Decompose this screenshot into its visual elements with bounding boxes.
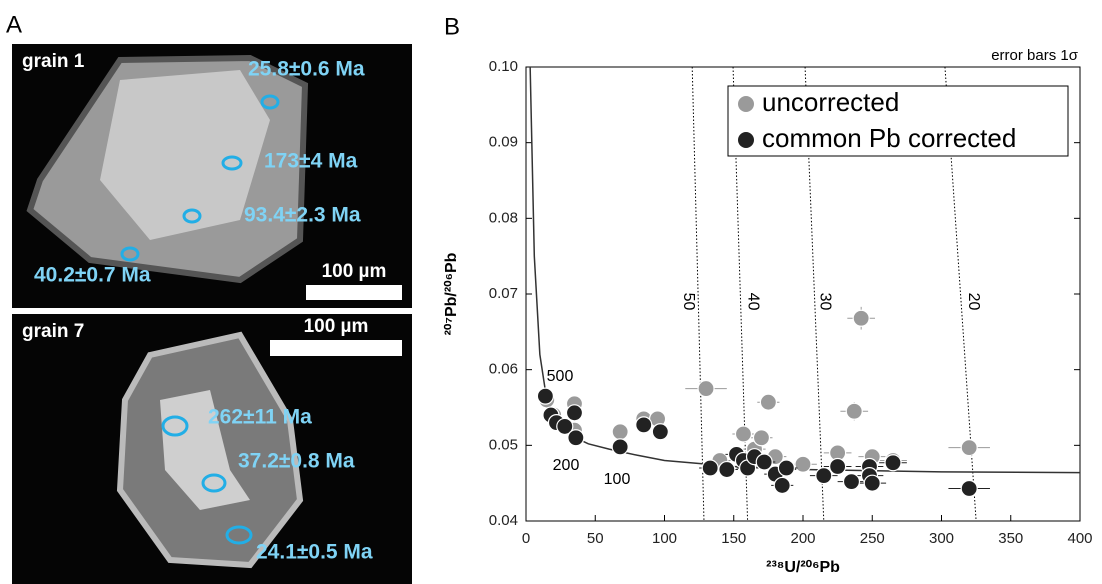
point bbox=[863, 474, 881, 492]
curve-label: 200 bbox=[553, 457, 580, 474]
age-label: 24.1±0.5 Ma bbox=[256, 541, 373, 564]
scale-label: 100 µm bbox=[322, 261, 387, 282]
legend-marker bbox=[738, 132, 754, 148]
point bbox=[794, 455, 812, 473]
y-axis-title: ²⁰⁷Pb/²⁰⁶Pb bbox=[443, 252, 460, 335]
point bbox=[852, 309, 870, 327]
reference-label: 20 bbox=[965, 293, 982, 311]
curve-label: 100 bbox=[604, 471, 631, 488]
point bbox=[734, 425, 753, 443]
age-label: 40.2±0.7 Ma bbox=[34, 264, 151, 287]
y-tick-label: 0.09 bbox=[489, 134, 518, 151]
spots bbox=[120, 94, 280, 262]
y-tick-label: 0.05 bbox=[489, 436, 518, 453]
y-tick-label: 0.04 bbox=[489, 512, 518, 529]
point bbox=[815, 467, 833, 485]
point bbox=[651, 423, 669, 441]
point bbox=[842, 473, 861, 491]
point bbox=[777, 459, 795, 477]
age-label: 173±4 Ma bbox=[264, 150, 358, 173]
legend-label: common Pb corrected bbox=[762, 123, 1016, 153]
scale-label: 100 µm bbox=[304, 316, 369, 337]
point bbox=[845, 402, 863, 420]
legend-marker bbox=[738, 96, 754, 112]
scale-bar bbox=[270, 340, 402, 356]
point bbox=[565, 404, 584, 422]
spots bbox=[161, 415, 253, 545]
point bbox=[718, 460, 736, 479]
x-tick-label: 0 bbox=[522, 530, 530, 547]
x-tick-label: 300 bbox=[929, 530, 954, 547]
x-tick-label: 200 bbox=[790, 530, 815, 547]
point bbox=[759, 393, 777, 411]
reference-label: 40 bbox=[744, 293, 761, 311]
x-axis-title: ²³⁸U/²⁰⁶Pb bbox=[766, 559, 840, 576]
note: error bars 1σ bbox=[991, 47, 1079, 64]
x-tick-label: 350 bbox=[998, 530, 1023, 547]
age-label: 93.4±2.3 Ma bbox=[244, 204, 361, 227]
legend-label: uncorrected bbox=[762, 87, 899, 117]
age-label: 25.8±0.6 Ma bbox=[248, 58, 365, 81]
point bbox=[755, 453, 773, 471]
point bbox=[635, 416, 653, 434]
panel-label: A bbox=[6, 11, 22, 38]
point bbox=[701, 459, 719, 477]
y-tick-label: 0.10 bbox=[489, 58, 518, 75]
point bbox=[884, 454, 902, 472]
legend-box bbox=[727, 85, 1069, 157]
point bbox=[536, 387, 554, 405]
reference-line bbox=[732, 66, 749, 522]
point bbox=[611, 438, 629, 456]
x-tick-label: 150 bbox=[721, 530, 746, 547]
point bbox=[567, 429, 585, 447]
y-tick-label: 0.06 bbox=[489, 361, 518, 378]
x-tick-label: 400 bbox=[1067, 530, 1092, 547]
scale-bar bbox=[306, 285, 402, 300]
grain-title: grain 7 bbox=[22, 321, 84, 342]
x-tick-label: 100 bbox=[652, 530, 677, 547]
panel-label: B bbox=[444, 13, 460, 40]
x-tick-label: 50 bbox=[587, 530, 604, 547]
point bbox=[611, 423, 629, 441]
age-label: 262±11 Ma bbox=[208, 406, 312, 429]
point bbox=[556, 417, 574, 436]
grain-1-core bbox=[100, 70, 270, 240]
x-tick-label: 250 bbox=[860, 530, 885, 547]
age-label: 37.2±0.8 Ma bbox=[238, 450, 355, 473]
reference-line bbox=[804, 66, 825, 522]
curve-label: 500 bbox=[547, 368, 574, 385]
reference-label: 50 bbox=[680, 293, 697, 311]
point bbox=[773, 476, 791, 495]
y-tick-label: 0.07 bbox=[489, 285, 518, 302]
reference-line bbox=[691, 66, 705, 522]
y-tick-label: 0.08 bbox=[489, 209, 518, 226]
point bbox=[697, 379, 715, 398]
point bbox=[829, 457, 847, 476]
point bbox=[752, 429, 771, 447]
grain-title: grain 1 bbox=[22, 51, 85, 72]
reference-label: 30 bbox=[817, 293, 834, 311]
point bbox=[960, 479, 978, 498]
point bbox=[960, 439, 978, 457]
